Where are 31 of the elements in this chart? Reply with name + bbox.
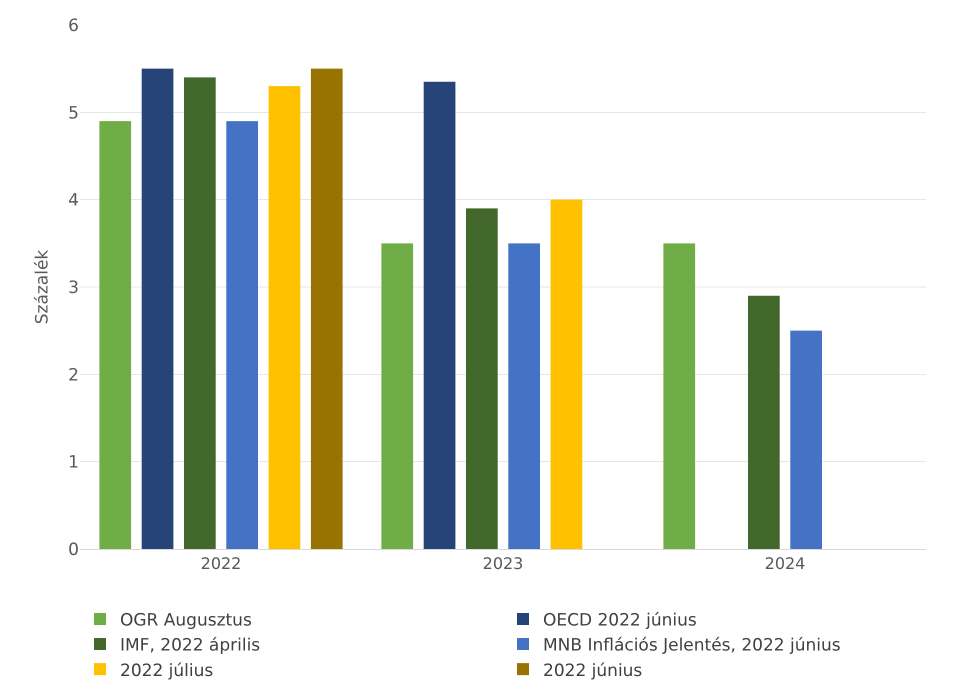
- bar: [268, 86, 300, 549]
- y-tick-label: 1: [68, 452, 79, 473]
- y-axis-title: Százalék: [32, 250, 53, 324]
- bar: [424, 82, 456, 549]
- y-tick-label: 5: [68, 103, 79, 124]
- y-tick-label: 0: [68, 540, 79, 560]
- legend-label: 2022 június: [543, 660, 642, 681]
- bar: [790, 330, 822, 549]
- x-tick-label: 2023: [482, 554, 524, 574]
- bar: [550, 200, 582, 549]
- bar: [184, 77, 216, 549]
- x-tick-label: 2022: [200, 554, 242, 574]
- bar: [142, 68, 174, 549]
- y-tick-label: 4: [68, 190, 79, 211]
- bar: [466, 208, 498, 549]
- legend-label: MNB Inflációs Jelentés, 2022 június: [543, 636, 841, 656]
- legend-label: 2022 július: [120, 660, 214, 681]
- bar: [99, 121, 132, 549]
- y-tick-label: 6: [68, 16, 79, 36]
- bar: [508, 243, 540, 549]
- legend-label: OECD 2022 június: [543, 610, 697, 631]
- bar: [748, 296, 780, 549]
- y-tick-label: 3: [68, 278, 79, 298]
- x-tick-label: 2024: [764, 554, 806, 574]
- y-tick-label: 2: [68, 365, 79, 386]
- bar: [226, 121, 258, 549]
- legend-label: OGR Augusztus: [120, 610, 252, 631]
- legend-label: IMF, 2022 április: [120, 636, 260, 656]
- bar: [663, 243, 696, 549]
- bar: [381, 243, 414, 549]
- bar: [310, 68, 343, 549]
